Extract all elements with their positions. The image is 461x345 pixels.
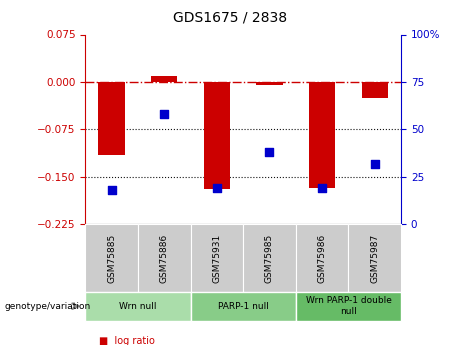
Text: genotype/variation: genotype/variation: [5, 302, 91, 311]
Text: GSM75886: GSM75886: [160, 233, 169, 283]
Bar: [204, 82, 230, 189]
Point: [319, 186, 326, 191]
Point: [108, 187, 115, 193]
Text: GSM75986: GSM75986: [318, 233, 327, 283]
Text: GSM75987: GSM75987: [370, 233, 379, 283]
Text: GSM75931: GSM75931: [213, 233, 221, 283]
Text: PARP-1 null: PARP-1 null: [218, 302, 269, 311]
Text: GSM75985: GSM75985: [265, 233, 274, 283]
Bar: [99, 82, 125, 155]
Text: ■  log ratio: ■ log ratio: [99, 336, 155, 345]
Bar: [256, 82, 283, 85]
Bar: [309, 82, 335, 188]
Text: Wrn null: Wrn null: [119, 302, 157, 311]
Bar: [151, 76, 177, 82]
Text: Wrn PARP-1 double
null: Wrn PARP-1 double null: [306, 296, 391, 316]
Text: GSM75885: GSM75885: [107, 233, 116, 283]
Point: [266, 149, 273, 155]
Bar: [361, 82, 388, 98]
Point: [160, 111, 168, 117]
Point: [213, 186, 220, 191]
Text: GDS1675 / 2838: GDS1675 / 2838: [173, 10, 288, 24]
Point: [371, 161, 378, 166]
